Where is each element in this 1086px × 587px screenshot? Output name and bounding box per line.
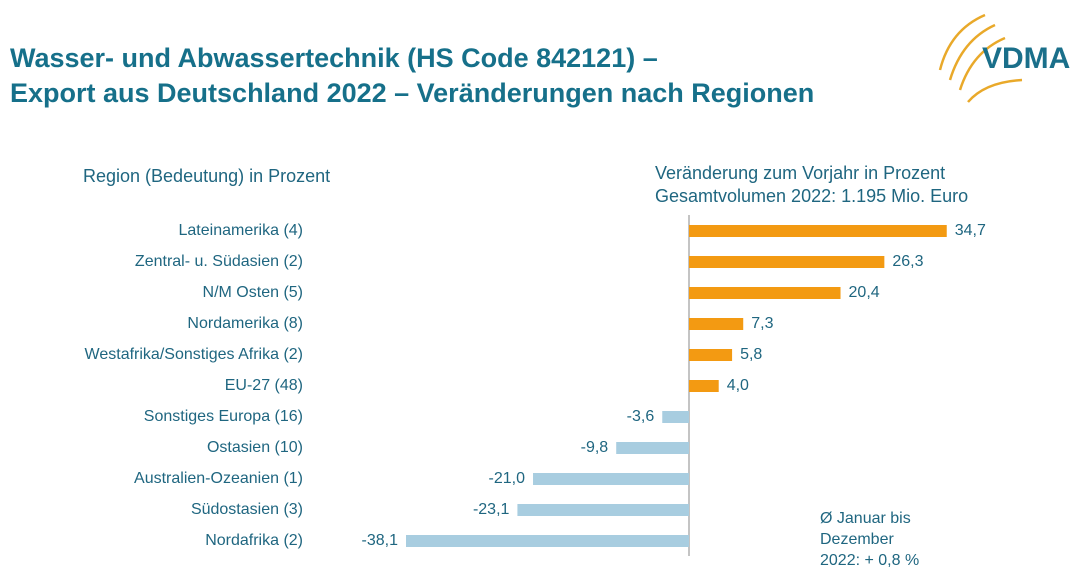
value-label: -21,0 (489, 470, 526, 487)
category-label: Australien-Ozeanien (1) (134, 470, 303, 487)
bar (616, 442, 689, 454)
bar (689, 380, 719, 392)
logo: VDMA (938, 13, 1070, 103)
value-label: 7,3 (751, 315, 773, 332)
value-label: -23,1 (473, 501, 510, 518)
category-label: Westafrika/Sonstiges Afrika (2) (85, 346, 303, 363)
value-label: -9,8 (581, 439, 609, 456)
category-label: Zentral- u. Südasien (2) (135, 253, 303, 270)
category-label: Nordamerika (8) (187, 315, 303, 332)
category-label: Lateinamerika (4) (179, 222, 304, 239)
category-label: N/M Osten (5) (203, 284, 303, 301)
category-label: Nordafrika (2) (205, 532, 303, 549)
note: 2022: + 0,8 % (820, 552, 919, 569)
bar (517, 504, 689, 516)
bar (689, 349, 733, 361)
bar (406, 535, 689, 547)
bar (689, 318, 744, 330)
value-header: Gesamtvolumen 2022: 1.195 Mio. Euro (655, 186, 968, 206)
category-label: Sonstiges Europa (16) (144, 408, 303, 425)
bar (662, 411, 689, 423)
logo-arc (967, 78, 1023, 103)
value-label: 5,8 (740, 346, 762, 363)
bar (689, 287, 841, 299)
logo-text: VDMA (982, 42, 1070, 75)
value-label: -38,1 (362, 532, 399, 549)
bar (689, 256, 885, 268)
value-label: 20,4 (849, 284, 880, 301)
logo-arc (958, 36, 1006, 91)
value-header: Veränderung zum Vorjahr in Prozent (655, 163, 945, 183)
value-label: -3,6 (627, 408, 655, 425)
chart-title: Wasser- und Abwassertechnik (HS Code 842… (10, 43, 658, 73)
logo-arc (938, 13, 986, 71)
value-label: 4,0 (727, 377, 749, 394)
note: Ø Januar bis (820, 510, 911, 527)
chart-title: Export aus Deutschland 2022 – Veränderun… (10, 78, 814, 108)
bar (689, 225, 947, 237)
note: Dezember (820, 531, 894, 548)
value-label: 34,7 (955, 222, 986, 239)
logo-arc (948, 23, 996, 81)
bar (533, 473, 689, 485)
category-label: EU-27 (48) (225, 377, 303, 394)
category-header: Region (Bedeutung) in Prozent (83, 166, 330, 186)
category-label: Südostasien (3) (191, 501, 303, 518)
category-label: Ostasien (10) (207, 439, 303, 456)
value-label: 26,3 (892, 253, 923, 270)
